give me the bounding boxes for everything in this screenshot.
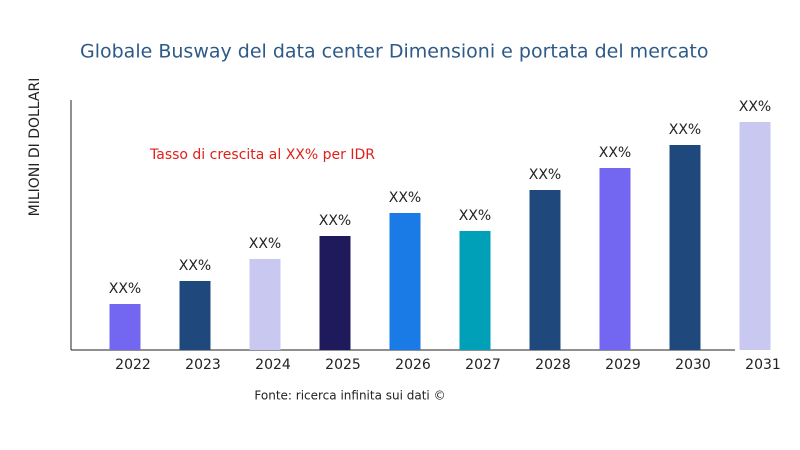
y-axis-label: MILIONI DI DOLLARI — [27, 78, 43, 217]
bar — [249, 259, 281, 350]
data-label: XX% — [669, 122, 701, 138]
data-label: XX% — [249, 236, 281, 252]
bar — [319, 236, 351, 350]
x-tick-label: 2024 — [255, 357, 291, 373]
bar — [599, 168, 631, 350]
bar — [179, 281, 211, 350]
data-label: XX% — [179, 258, 211, 274]
data-label: XX% — [459, 208, 491, 224]
x-tick-label: 2023 — [185, 357, 221, 373]
bar — [739, 122, 771, 350]
bar — [669, 145, 701, 350]
x-tick-label: 2026 — [395, 357, 431, 373]
x-tick-label: 2030 — [675, 357, 711, 373]
data-label: XX% — [109, 281, 141, 297]
chart-title: Globale Busway del data center Dimension… — [80, 41, 708, 63]
source: Fonte: ricerca infinita sui dati © — [254, 389, 445, 403]
x-tick-label: 2031 — [745, 357, 781, 373]
x-tick-label: 2028 — [535, 357, 571, 373]
data-label: XX% — [739, 99, 771, 115]
data-label: XX% — [599, 145, 631, 161]
data-label: XX% — [389, 190, 421, 206]
bar — [459, 231, 491, 350]
x-tick-label: 2022 — [115, 357, 151, 373]
bar — [529, 190, 561, 350]
bar — [109, 304, 141, 350]
bar — [389, 213, 421, 350]
x-tick-label: 2027 — [465, 357, 501, 373]
x-tick-label: 2025 — [325, 357, 361, 373]
data-label: XX% — [319, 213, 351, 229]
data-label: XX% — [529, 167, 561, 183]
annotation: Tasso di crescita al XX% per IDR — [149, 147, 375, 163]
x-tick-label: 2029 — [605, 357, 641, 373]
